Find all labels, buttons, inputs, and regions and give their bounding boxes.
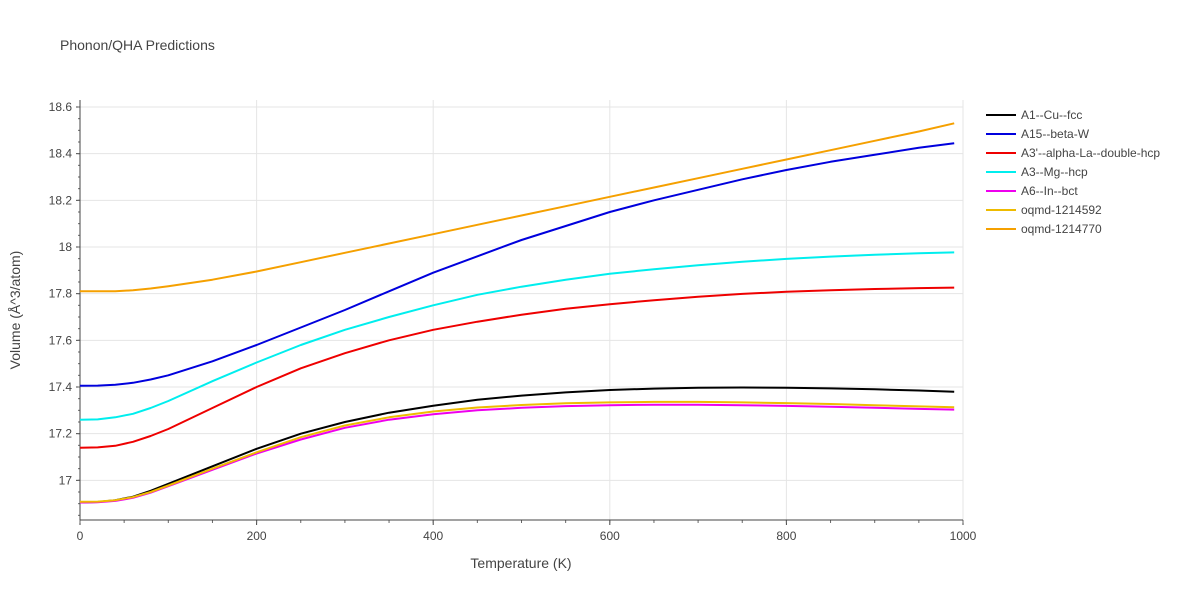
grid xyxy=(79,100,964,520)
series-line-A3--Mg--hcp xyxy=(79,251,955,421)
legend-label: A15--beta-W xyxy=(1021,127,1090,141)
x-tick-label: 400 xyxy=(423,529,443,543)
x-tick-label: 200 xyxy=(247,529,267,543)
x-tick-label: 0 xyxy=(77,529,84,543)
x-tick-label: 600 xyxy=(600,529,620,543)
y-tick-label: 17.6 xyxy=(49,333,73,347)
series-line-A1--Cu--fcc xyxy=(79,386,955,504)
y-tick-label: 18.6 xyxy=(49,100,73,114)
legend-label: A3'--alpha-La--double-hcp xyxy=(1021,146,1160,160)
x-tick-label: 800 xyxy=(776,529,796,543)
series-line-oqmd-1214592 xyxy=(79,400,955,503)
series-line-A6--In--bct xyxy=(79,403,955,504)
legend-label: A3--Mg--hcp xyxy=(1021,165,1088,179)
series-line-A3'--alpha-La--double-hcp xyxy=(79,286,955,449)
plot-area xyxy=(79,122,955,504)
legend-label: A1--Cu--fcc xyxy=(1021,108,1082,122)
legend-label: oqmd-1214770 xyxy=(1021,222,1102,236)
y-tick-label: 17 xyxy=(59,473,73,487)
x-axis-title: Temperature (K) xyxy=(470,555,571,571)
series-line-A15--beta-W xyxy=(79,142,955,387)
legend-label: A6--In--bct xyxy=(1021,184,1078,198)
chart-title: Phonon/QHA Predictions xyxy=(60,37,215,53)
y-tick-label: 17.4 xyxy=(49,380,73,394)
y-tick-label: 18 xyxy=(59,240,73,254)
y-tick-label: 17.2 xyxy=(49,427,73,441)
y-tick-label: 18.4 xyxy=(49,147,73,161)
series-line-oqmd-1214770 xyxy=(80,122,955,293)
legend: A1--Cu--fcc A15--beta-W A3'--alpha-La--dou… xyxy=(986,108,1160,236)
legend-label: oqmd-1214592 xyxy=(1021,203,1102,217)
y-tick-label: 18.2 xyxy=(49,193,73,207)
axes: 17 17.2 17.4 17.6 17.8 18 18.2 18.4 18.6 0 200 400 6… xyxy=(49,100,977,543)
y-tick-label: 17.8 xyxy=(49,287,73,301)
x-tick-label: 1000 xyxy=(950,529,977,543)
y-axis-title: Volume (Å^3/atom) xyxy=(7,251,23,370)
